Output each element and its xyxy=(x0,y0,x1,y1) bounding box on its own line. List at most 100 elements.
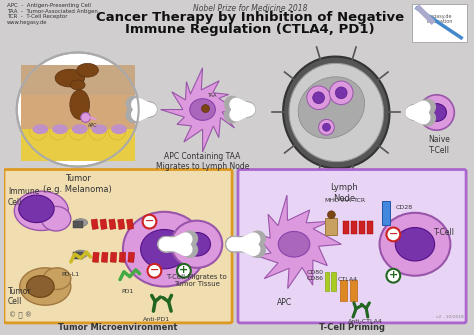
Ellipse shape xyxy=(395,227,435,261)
FancyBboxPatch shape xyxy=(412,4,467,42)
Bar xyxy=(91,219,98,229)
Ellipse shape xyxy=(49,122,67,140)
Ellipse shape xyxy=(298,77,365,138)
Circle shape xyxy=(201,105,210,113)
Bar xyxy=(92,252,99,262)
Ellipse shape xyxy=(41,206,71,231)
Text: Tumor
Cell: Tumor Cell xyxy=(8,287,32,306)
Text: TAA  -  Tumor-Associated Antigen: TAA - Tumor-Associated Antigen xyxy=(7,9,98,14)
Ellipse shape xyxy=(427,104,447,121)
Text: +: + xyxy=(179,265,189,275)
Text: CD80
CD86: CD80 CD86 xyxy=(306,270,323,281)
Ellipse shape xyxy=(72,124,88,134)
Text: Nobel Prize for Medicine 2018: Nobel Prize for Medicine 2018 xyxy=(192,4,307,13)
Text: TAA: TAA xyxy=(340,198,352,203)
Text: www.hegasy.de: www.hegasy.de xyxy=(7,19,47,24)
Bar xyxy=(118,219,125,229)
Text: Anti-CTLA4: Anti-CTLA4 xyxy=(348,319,383,324)
Circle shape xyxy=(307,86,330,110)
Text: TCR: TCR xyxy=(354,198,366,203)
Circle shape xyxy=(386,269,400,283)
Bar xyxy=(340,280,347,301)
Ellipse shape xyxy=(111,124,127,134)
Bar xyxy=(350,280,357,301)
Text: T-Cell: T-Cell xyxy=(434,228,455,237)
Text: v2 - 10/2018: v2 - 10/2018 xyxy=(437,315,464,319)
Text: PD1: PD1 xyxy=(122,289,134,294)
Circle shape xyxy=(177,264,191,278)
Ellipse shape xyxy=(171,221,222,268)
Ellipse shape xyxy=(70,90,90,119)
Circle shape xyxy=(335,87,347,99)
Text: Tumor
(e.g. Melanoma): Tumor (e.g. Melanoma) xyxy=(43,175,112,194)
Bar xyxy=(331,272,337,291)
Ellipse shape xyxy=(17,53,139,166)
Circle shape xyxy=(143,215,156,228)
Text: +: + xyxy=(389,270,398,280)
Text: TAA: TAA xyxy=(207,93,216,98)
Ellipse shape xyxy=(14,191,68,230)
Bar xyxy=(367,221,373,234)
Ellipse shape xyxy=(74,219,88,226)
Text: Naive
T-Cell: Naive T-Cell xyxy=(428,135,450,154)
Ellipse shape xyxy=(18,195,54,223)
Text: CD28: CD28 xyxy=(396,205,413,210)
Circle shape xyxy=(319,119,334,135)
Text: © Ⓟ ®: © Ⓟ ® xyxy=(9,312,32,319)
Bar xyxy=(21,129,135,161)
Bar xyxy=(100,219,107,229)
Text: Immune Regulation (CTLA4, PD1): Immune Regulation (CTLA4, PD1) xyxy=(125,23,374,36)
Bar xyxy=(343,221,349,234)
Bar xyxy=(119,252,126,262)
Bar xyxy=(325,272,329,291)
Ellipse shape xyxy=(108,122,126,140)
Text: MHC: MHC xyxy=(324,198,338,203)
Ellipse shape xyxy=(43,268,71,289)
Bar xyxy=(21,65,135,95)
Bar xyxy=(382,201,391,224)
Text: hegasy.de: hegasy.de xyxy=(427,14,452,19)
Ellipse shape xyxy=(33,124,48,134)
Text: Lymph
Node: Lymph Node xyxy=(330,183,358,203)
Bar xyxy=(326,218,337,236)
Ellipse shape xyxy=(278,231,310,257)
Ellipse shape xyxy=(70,80,85,90)
Text: APC: APC xyxy=(277,298,292,307)
Ellipse shape xyxy=(380,213,450,276)
Circle shape xyxy=(386,227,400,241)
Ellipse shape xyxy=(141,229,188,269)
Ellipse shape xyxy=(69,122,87,140)
Text: Anti-PD1: Anti-PD1 xyxy=(143,317,170,322)
Ellipse shape xyxy=(29,122,47,140)
Text: Immune
Cell: Immune Cell xyxy=(8,187,39,207)
Text: APC: APC xyxy=(88,123,97,128)
Text: PD-L1: PD-L1 xyxy=(62,272,80,277)
Bar xyxy=(101,252,108,262)
Bar xyxy=(109,219,116,229)
Text: T-Cell Migrates to
Tumor Tissue: T-Cell Migrates to Tumor Tissue xyxy=(166,274,227,287)
Ellipse shape xyxy=(123,212,206,286)
Text: −: − xyxy=(150,265,159,275)
Text: T-Cell Priming: T-Cell Priming xyxy=(319,323,385,332)
Text: illustration: illustration xyxy=(426,19,453,24)
Text: Cancer Therapy by Inhibition of Negative: Cancer Therapy by Inhibition of Negative xyxy=(96,11,404,24)
Ellipse shape xyxy=(74,250,88,258)
Ellipse shape xyxy=(91,124,107,134)
Circle shape xyxy=(328,211,335,219)
Polygon shape xyxy=(161,68,237,152)
Bar xyxy=(359,221,365,234)
Bar xyxy=(128,252,135,262)
Ellipse shape xyxy=(27,276,54,297)
FancyBboxPatch shape xyxy=(4,170,232,323)
Circle shape xyxy=(147,264,161,278)
Text: −: − xyxy=(145,216,154,226)
Bar xyxy=(351,221,357,234)
Text: −: − xyxy=(389,229,398,239)
Text: APC  -  Antigen-Presenting Cell: APC - Antigen-Presenting Cell xyxy=(7,3,91,8)
Ellipse shape xyxy=(89,122,106,140)
Circle shape xyxy=(81,113,91,122)
Bar xyxy=(21,95,135,129)
Text: CTLA4: CTLA4 xyxy=(338,277,358,282)
Circle shape xyxy=(329,81,353,105)
Bar xyxy=(73,221,82,227)
